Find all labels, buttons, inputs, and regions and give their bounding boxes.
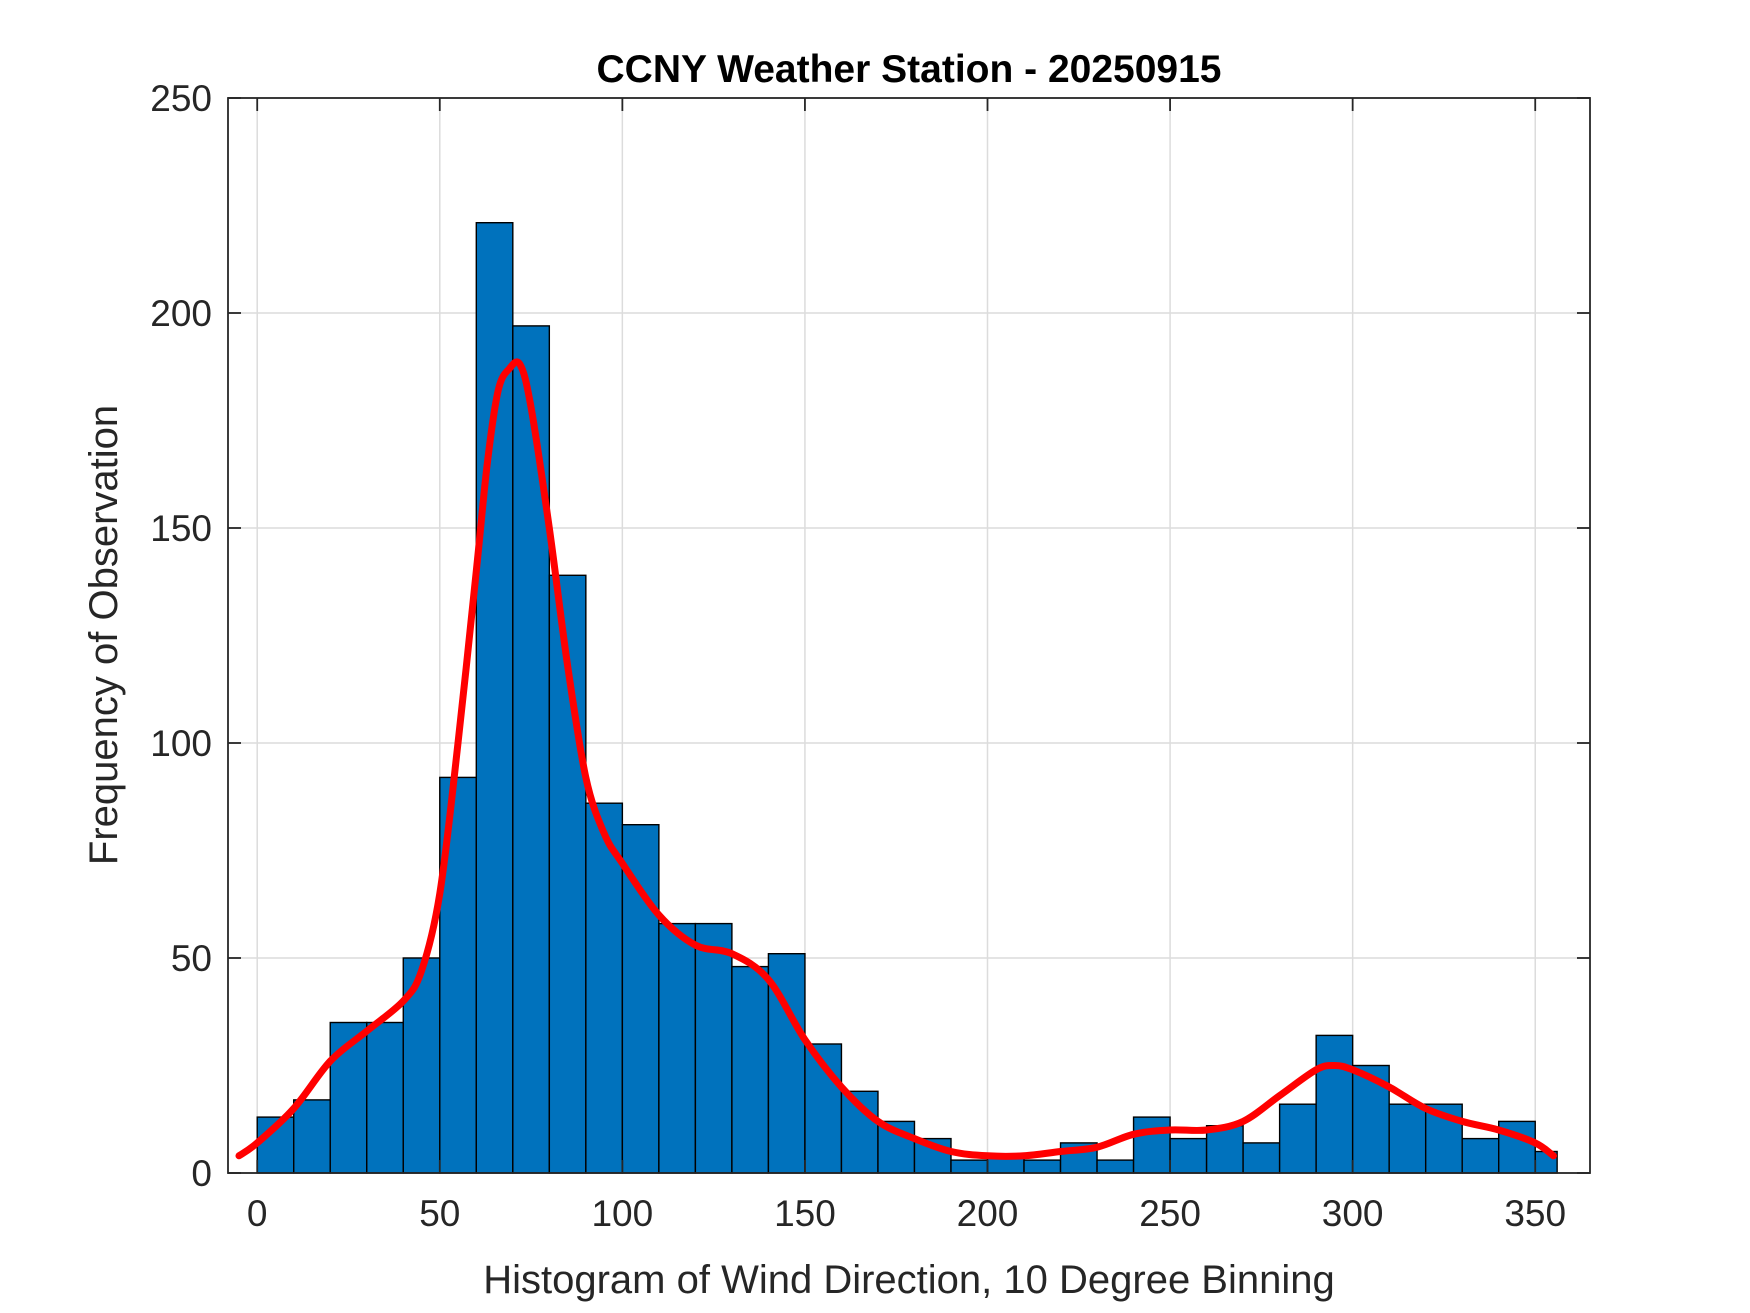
x-tick-label: 200 [957,1193,1019,1234]
histogram-bar [950,1159,989,1174]
y-axis-label: Frequency of Observation [82,405,126,865]
x-tick-label: 50 [419,1193,460,1234]
histogram-bar [1169,1137,1208,1174]
histogram-bar [694,922,733,1174]
grid-lines [228,97,1590,1174]
x-tick-label: 250 [1139,1193,1201,1234]
histogram-bar [1096,1159,1135,1174]
histogram-bar [293,1099,331,1174]
histogram-bar [1023,1159,1062,1174]
y-tick-label: 250 [150,78,212,119]
x-tick-label: 300 [1322,1193,1384,1234]
histogram-bar [1388,1103,1427,1174]
x-tick-label: 150 [774,1193,836,1234]
axes-frame [227,97,1591,1174]
histogram-bar [1242,1142,1281,1174]
axis-ticks: 0 50 100 150 200 250 300 350 0 50 100 150 200 250 [150,78,1590,1234]
histogram-bar [658,922,697,1174]
histogram-bar [366,1021,404,1174]
y-tick-label: 0 [191,1153,212,1194]
y-tick-label: 150 [150,508,212,549]
histogram-bar [512,325,551,1174]
fit-curve-layer [235,358,1557,1160]
y-tick-label: 50 [171,938,212,979]
x-tick-label: 350 [1504,1193,1566,1234]
fit-curve-line [235,358,1557,1160]
histogram-bar [475,221,514,1174]
histogram-bar [621,824,660,1174]
x-tick-label: 100 [591,1193,653,1234]
x-tick-label: 0 [247,1193,268,1234]
chart-title: CCNY Weather Station - 20250915 [597,48,1222,91]
x-axis-label: Histogram of Wind Direction, 10 Degree B… [483,1258,1335,1302]
histogram-bars [256,221,1558,1174]
histogram-bar [1278,1103,1317,1174]
histogram-bar [1461,1137,1500,1174]
histogram-bar [731,965,770,1174]
histogram-bar [1132,1116,1171,1174]
histogram-bar [1315,1034,1354,1174]
y-tick-label: 100 [150,723,212,764]
y-tick-label: 200 [150,293,212,334]
histogram-bar [585,802,624,1174]
